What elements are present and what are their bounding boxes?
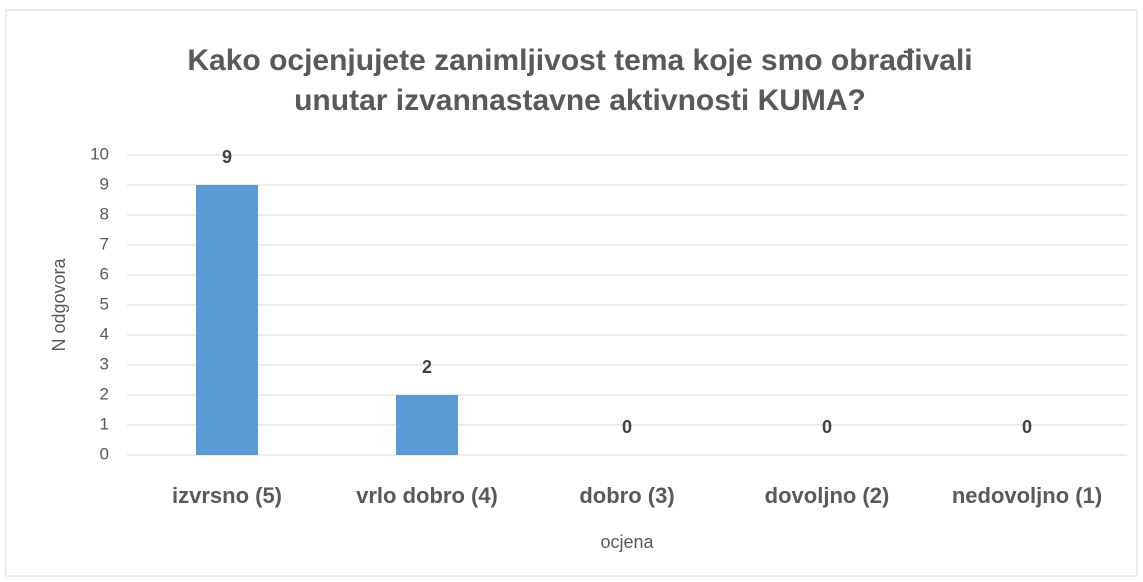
chart-border xyxy=(5,9,1138,577)
y-tick-label: 4 xyxy=(100,324,109,343)
bar xyxy=(396,395,458,455)
y-tick-label: 10 xyxy=(90,144,109,163)
y-tick-label: 8 xyxy=(100,204,109,223)
y-tick-label: 6 xyxy=(100,264,109,283)
y-tick-label: 0 xyxy=(100,444,109,463)
data-label: 2 xyxy=(422,357,432,377)
y-tick-label: 3 xyxy=(100,354,109,373)
y-tick-label: 2 xyxy=(100,384,109,403)
x-tick-label: dobro (3) xyxy=(579,483,674,508)
x-tick-label: vrlo dobro (4) xyxy=(356,483,498,508)
bar xyxy=(196,185,258,455)
y-axis-label: N odgovora xyxy=(49,257,69,351)
data-label: 0 xyxy=(1022,417,1032,437)
x-tick-label: dovoljno (2) xyxy=(765,483,890,508)
chart-title: Kako ocjenjujete zanimljivost tema koje … xyxy=(187,44,972,77)
y-tick-label: 1 xyxy=(100,414,109,433)
x-axis-label: ocjena xyxy=(600,532,654,552)
data-label: 0 xyxy=(822,417,832,437)
y-tick-label: 5 xyxy=(100,294,109,313)
data-label: 0 xyxy=(622,417,632,437)
x-tick-label: izvrsno (5) xyxy=(172,483,282,508)
chart-title: unutar izvannastavne aktivnosti KUMA? xyxy=(294,84,866,117)
x-tick-label: nedovoljno (1) xyxy=(952,483,1102,508)
data-label: 9 xyxy=(222,147,232,167)
y-tick-label: 7 xyxy=(100,234,109,253)
y-tick-label: 9 xyxy=(100,174,109,193)
